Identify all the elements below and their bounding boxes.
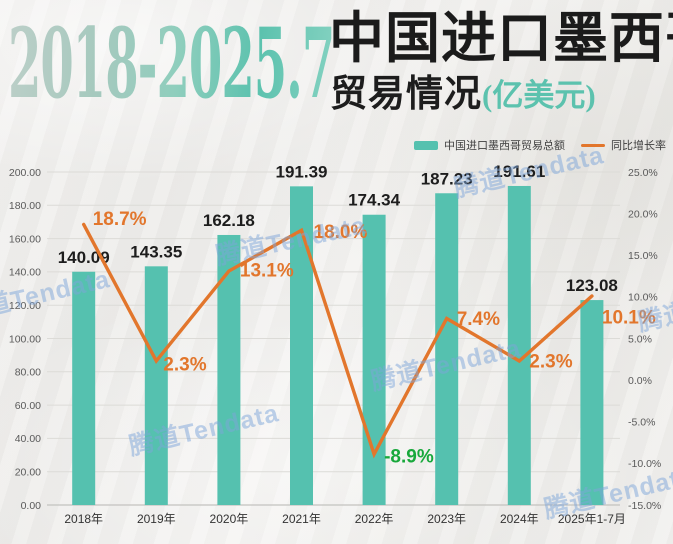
right-axis-label: 25.0%	[628, 167, 658, 179]
growth-rate-label: 7.4%	[457, 309, 500, 330]
chart-legend: 中国进口墨西哥贸易总额 同比增长率	[414, 137, 666, 153]
subtitle-text: 贸易情况	[330, 74, 482, 115]
bar-value-label: 162.18	[203, 211, 255, 230]
right-axis-label: -5.0%	[628, 417, 655, 429]
left-axis-label: 120.00	[9, 300, 41, 312]
trade-total-bar	[580, 300, 604, 505]
growth-rate-label: 2.3%	[529, 351, 572, 372]
right-axis-label: 5.0%	[628, 333, 652, 345]
bar-value-label: 174.34	[348, 191, 401, 210]
bar-value-label: 123.08	[566, 276, 618, 295]
bar-series-swatch-icon	[414, 140, 438, 150]
line-series-swatch-icon	[581, 143, 605, 147]
x-axis-label: 2018年	[64, 512, 103, 526]
trade-total-bar	[72, 271, 96, 505]
line-series-label: 同比增长率	[611, 140, 666, 152]
right-axis-label: -10.0%	[628, 458, 661, 470]
x-axis-label: 2021年	[282, 512, 321, 526]
trade-total-bar	[290, 186, 313, 506]
x-axis-label: 2022年	[355, 512, 394, 526]
page-subtitle: 贸易情况(亿美元)	[330, 76, 596, 113]
left-axis-label: 40.00	[15, 433, 41, 445]
growth-rate-label: -8.9%	[384, 447, 434, 468]
trade-total-bar	[362, 214, 386, 505]
left-axis-label: 60.00	[15, 400, 41, 412]
left-axis-label: 80.00	[15, 367, 41, 379]
bar-series-label: 中国进口墨西哥贸易总额	[444, 140, 565, 152]
growth-rate-label: 18.7%	[93, 209, 147, 230]
growth-rate-label: 10.1%	[602, 308, 656, 329]
growth-rate-label: 2.3%	[163, 354, 206, 375]
x-axis-label: 2025年1-7月	[558, 512, 626, 526]
title-year-range: 2018-2025.7	[8, 7, 335, 120]
x-axis-label: 2020年	[210, 512, 249, 526]
left-axis-label: 20.00	[15, 467, 41, 479]
left-axis-label: 160.00	[9, 233, 41, 245]
right-axis-label: -15.0%	[628, 500, 661, 512]
trade-total-bar	[217, 234, 241, 505]
right-axis-label: 15.0%	[628, 250, 658, 262]
bar-value-label: 187.23	[421, 169, 473, 188]
left-axis-label: 100.00	[9, 333, 41, 345]
trade-total-bar	[435, 193, 459, 505]
left-axis-label: 180.00	[9, 200, 41, 212]
right-axis-label: 20.0%	[628, 208, 658, 220]
x-axis-label: 2023年	[427, 512, 466, 526]
growth-rate-label: 18.0%	[314, 222, 368, 243]
right-axis-label: 10.0%	[628, 292, 658, 304]
growth-rate-label: 13.1%	[240, 261, 294, 282]
left-axis-label: 0.00	[21, 500, 42, 512]
right-axis-label: 0.0%	[628, 375, 652, 387]
page-title: 中国进口墨西哥	[329, 8, 673, 69]
trade-total-bar	[507, 185, 531, 505]
bar-value-label: 143.35	[130, 242, 182, 261]
x-axis-label: 2019年	[137, 512, 176, 526]
x-axis-label: 2024年	[500, 512, 539, 526]
left-axis-label: 140.00	[9, 267, 41, 279]
left-axis-label: 200.00	[9, 167, 41, 179]
bar-value-label: 191.39	[276, 162, 328, 181]
growth-rate-line	[81, 222, 594, 459]
subtitle-unit: (亿美元)	[482, 78, 596, 113]
bar-value-label: 191.61	[493, 162, 545, 181]
trade-total-bar	[144, 266, 168, 505]
